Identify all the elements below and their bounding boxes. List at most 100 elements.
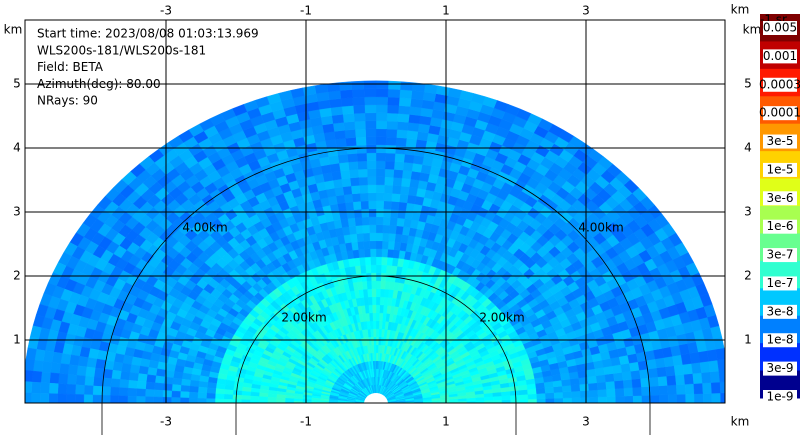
heat-cell bbox=[527, 393, 538, 400]
heat-cell bbox=[341, 105, 354, 115]
heat-cell bbox=[353, 209, 362, 219]
heat-cell bbox=[699, 361, 711, 373]
heat-cell bbox=[352, 96, 365, 106]
heat-cell bbox=[391, 257, 399, 267]
heat-cell bbox=[333, 130, 346, 140]
heat-cell bbox=[711, 392, 721, 403]
heat-cell bbox=[702, 382, 713, 394]
heat-cell bbox=[332, 122, 345, 132]
heat-cell bbox=[579, 383, 590, 392]
heat-cell bbox=[375, 240, 383, 250]
heat-cell bbox=[66, 374, 77, 386]
heat-cell bbox=[394, 153, 405, 163]
ring-label: 2.00km bbox=[479, 311, 524, 325]
heat-cell bbox=[364, 96, 377, 106]
heat-cell bbox=[623, 387, 634, 397]
heat-cell bbox=[348, 169, 359, 179]
heat-cell bbox=[383, 200, 392, 210]
info-line: Start time: 2023/08/08 01:03:13.969 bbox=[37, 27, 259, 41]
heat-cell bbox=[375, 160, 386, 170]
heat-cell bbox=[588, 389, 599, 398]
heat-cell bbox=[375, 216, 384, 226]
heat-cell bbox=[356, 144, 367, 154]
heat-cell bbox=[375, 256, 382, 266]
heat-cell bbox=[553, 391, 564, 399]
heat-cell bbox=[110, 378, 121, 388]
heat-cell bbox=[342, 113, 355, 123]
axis-unit: km bbox=[4, 23, 23, 37]
heat-cell bbox=[649, 385, 660, 396]
heat-cell bbox=[386, 112, 399, 122]
heat-cell bbox=[710, 381, 721, 394]
heat-cell bbox=[394, 233, 403, 243]
heat-cell bbox=[223, 389, 234, 396]
x-tick-label: -1 bbox=[300, 4, 312, 18]
info-line: WLS200s-181/WLS200s-181 bbox=[37, 43, 206, 57]
heat-cell bbox=[621, 371, 633, 381]
ring-label: 4.00km bbox=[578, 221, 623, 235]
heat-cell bbox=[241, 390, 251, 397]
heat-cell bbox=[371, 288, 377, 298]
heat-cell bbox=[379, 304, 384, 314]
heat-cell bbox=[335, 138, 347, 148]
heat-cell bbox=[397, 209, 406, 219]
heat-cell bbox=[92, 376, 103, 387]
colorbar-label: 1e-8 bbox=[767, 333, 794, 347]
colorbar-label: 3e-6 bbox=[767, 191, 794, 205]
info-line: Azimuth(deg): 80.00 bbox=[37, 77, 161, 91]
heat-cell bbox=[667, 384, 678, 395]
heat-cell bbox=[58, 373, 69, 385]
heat-cell bbox=[570, 384, 581, 392]
colorbar-label: 1e-7 bbox=[767, 276, 794, 290]
colorbar-label: 3e-9 bbox=[767, 361, 794, 375]
heat-cell bbox=[25, 358, 35, 372]
heat-cell bbox=[571, 390, 581, 398]
heat-cell bbox=[358, 176, 368, 186]
heat-cell bbox=[375, 80, 389, 90]
colorbar-label: 3e-5 bbox=[767, 134, 794, 148]
heat-cell bbox=[188, 385, 199, 393]
heat-cell bbox=[604, 373, 615, 383]
ring-label: 4.00km bbox=[182, 221, 227, 235]
heat-cell bbox=[408, 114, 421, 124]
heat-cell bbox=[67, 364, 79, 376]
y-tick-label: 4 bbox=[13, 141, 21, 155]
heat-cell bbox=[403, 218, 412, 228]
heat-cell bbox=[375, 304, 380, 314]
heat-cell bbox=[410, 170, 421, 181]
heat-cell bbox=[605, 380, 616, 390]
heat-cell bbox=[368, 224, 377, 234]
heat-cell bbox=[717, 358, 725, 372]
heat-cell bbox=[340, 97, 354, 107]
heat-cell bbox=[378, 312, 384, 322]
heat-cell bbox=[162, 383, 173, 392]
colorbar-label: 0.005 bbox=[763, 21, 797, 35]
heat-cell bbox=[676, 384, 686, 395]
heat-cell bbox=[365, 144, 377, 154]
heat-cell bbox=[405, 138, 417, 148]
heat-cell bbox=[406, 194, 417, 205]
heat-cell bbox=[381, 248, 389, 258]
heat-cell bbox=[388, 225, 397, 234]
heat-cell bbox=[392, 249, 400, 259]
heat-cell bbox=[153, 389, 164, 398]
heat-cell bbox=[409, 106, 422, 116]
heat-cell bbox=[48, 393, 58, 403]
x-tick-label: -3 bbox=[160, 4, 172, 18]
axis-unit: km bbox=[743, 23, 762, 37]
heat-cell bbox=[375, 248, 383, 258]
heat-cell bbox=[365, 136, 377, 146]
heat-cell bbox=[375, 224, 384, 234]
heat-cell bbox=[112, 361, 123, 372]
heat-cell bbox=[341, 177, 352, 188]
heat-cell bbox=[375, 280, 381, 290]
heat-cell bbox=[391, 193, 401, 203]
heat-cell bbox=[314, 83, 329, 94]
heat-cell bbox=[385, 272, 392, 282]
heat-cell bbox=[267, 396, 277, 402]
heat-cell bbox=[409, 98, 423, 108]
heat-cell bbox=[360, 200, 369, 210]
colorbar-label: 3e-8 bbox=[767, 304, 794, 318]
heat-cell bbox=[622, 379, 633, 389]
axis-unit: km bbox=[731, 3, 750, 17]
